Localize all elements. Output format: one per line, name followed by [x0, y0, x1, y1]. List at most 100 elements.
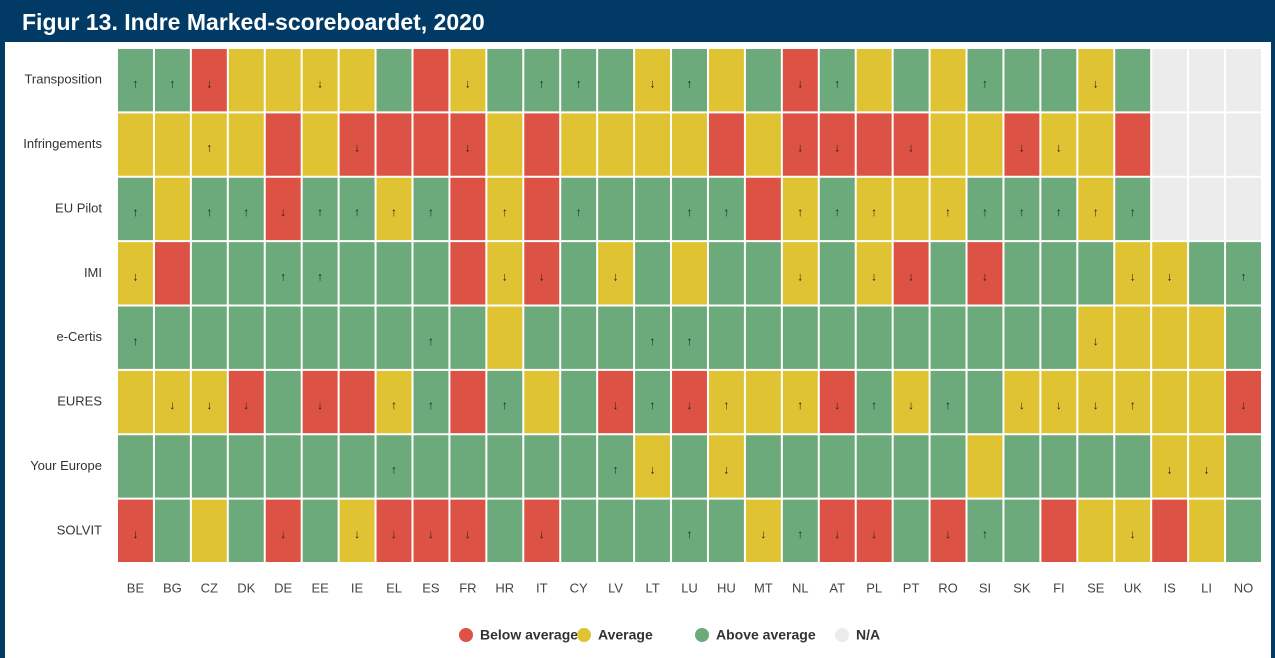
legend-item[interactable]: N/A [835, 627, 880, 643]
trend-arrow: ↓ [280, 205, 286, 219]
heatmap-cell [1226, 242, 1261, 305]
trend-arrow: ↓ [1167, 269, 1173, 283]
trend-arrow: ↓ [391, 527, 397, 541]
heatmap-cell [1152, 113, 1188, 176]
heatmap-cell [1078, 370, 1114, 434]
heatmap-cell [561, 306, 597, 369]
heatmap-cell [118, 499, 153, 562]
heatmap-cell [782, 435, 818, 498]
heatmap-cell [450, 370, 486, 434]
heatmap-cell [819, 499, 855, 562]
heatmap-cell [1041, 49, 1077, 112]
heatmap-cell [1189, 177, 1225, 241]
heatmap-cell [1004, 177, 1040, 241]
heatmap-cell [1189, 499, 1225, 562]
heatmap-cell [118, 242, 153, 305]
legend-item[interactable]: Above average [695, 627, 816, 643]
x-tick-label: DK [237, 580, 255, 595]
heatmap-cell [376, 113, 412, 176]
heatmap-cell [487, 435, 523, 498]
heatmap-cell [708, 499, 744, 562]
heatmap-cell [930, 49, 966, 112]
heatmap-cell [1115, 177, 1151, 241]
heatmap-cell [672, 113, 707, 176]
row-label: Your Europe [30, 458, 102, 473]
heatmap-cell [413, 177, 449, 241]
heatmap-cell [856, 242, 892, 305]
heatmap-cell [967, 306, 1003, 369]
trend-arrow: ↑ [797, 527, 803, 541]
x-tick-label: LT [645, 580, 659, 595]
heatmap-cell [191, 242, 227, 305]
x-tick-label: FI [1053, 580, 1065, 595]
heatmap-cell [856, 306, 892, 369]
x-tick-label: LV [608, 580, 623, 595]
legend-item[interactable]: Below average [459, 627, 578, 643]
legend-item[interactable]: Average [577, 627, 653, 643]
heatmap-cell [1226, 370, 1261, 434]
trend-arrow: ↑ [1130, 205, 1136, 219]
heatmap-cell [1004, 306, 1040, 369]
heatmap-cell [487, 113, 523, 176]
x-tick-label: EE [311, 580, 329, 595]
trend-arrow: ↑ [428, 334, 434, 348]
x-tick-label: LI [1201, 580, 1212, 595]
x-tick-label: ES [422, 580, 440, 595]
heatmap-cell [265, 306, 301, 369]
heatmap-cell [598, 499, 634, 562]
trend-arrow: ↑ [1241, 269, 1247, 283]
trend-arrow: ↓ [871, 527, 877, 541]
trend-arrow: ↑ [391, 205, 397, 219]
heatmap-cell [1152, 435, 1188, 498]
legend-label: Below average [480, 627, 578, 643]
heatmap-cell [1078, 242, 1114, 305]
heatmap-cell [228, 242, 264, 305]
trend-arrow: ↓ [1019, 141, 1025, 155]
trend-arrow: ↑ [576, 76, 582, 90]
x-tick-label: SI [979, 580, 991, 595]
trend-arrow: ↓ [1093, 334, 1099, 348]
trend-arrow: ↓ [1093, 398, 1099, 412]
heatmap-cell [1041, 242, 1077, 305]
heatmap-cell [302, 49, 338, 112]
heatmap-cell [1004, 49, 1040, 112]
heatmap-cell [967, 177, 1003, 241]
heatmap-cell [228, 113, 264, 176]
x-tick-label: SK [1013, 580, 1031, 595]
heatmap-cell [302, 306, 338, 369]
heatmap-cell [635, 177, 671, 241]
heatmap-cell [487, 306, 523, 369]
heatmap-cell [1189, 242, 1225, 305]
trend-arrow: ↑ [1130, 398, 1136, 412]
trend-arrow: ↓ [908, 141, 914, 155]
heatmap-cell [376, 370, 412, 434]
heatmap-cell [154, 113, 190, 176]
heatmap-cell [228, 499, 264, 562]
x-tick-label: DE [274, 580, 292, 595]
heatmap-cell [265, 242, 301, 305]
trend-arrow: ↓ [354, 141, 360, 155]
heatmap-cell [782, 113, 818, 176]
heatmap-cell [967, 113, 1003, 176]
heatmap-cell [1226, 499, 1261, 562]
heatmap-cell [487, 499, 523, 562]
trend-arrow: ↓ [834, 527, 840, 541]
trend-arrow: ↓ [317, 398, 323, 412]
heatmap-cell [1041, 435, 1077, 498]
heatmap-cell [635, 499, 671, 562]
trend-arrow: ↓ [945, 527, 951, 541]
heatmap-cell [1226, 306, 1261, 369]
heatmap-cell [782, 499, 818, 562]
trend-arrow: ↓ [687, 398, 693, 412]
heatmap-cell [265, 113, 301, 176]
heatmap-cell [819, 177, 855, 241]
x-tick-label: PL [866, 580, 882, 595]
heatmap-cell [672, 435, 707, 498]
heatmap-cell [745, 306, 781, 369]
trend-arrow: ↓ [1093, 76, 1099, 90]
trend-arrow: ↑ [1093, 205, 1099, 219]
heatmap-cell [376, 49, 412, 112]
heatmap-cell [782, 177, 818, 241]
heatmap-cell [228, 370, 264, 434]
heatmap-cell [450, 113, 486, 176]
